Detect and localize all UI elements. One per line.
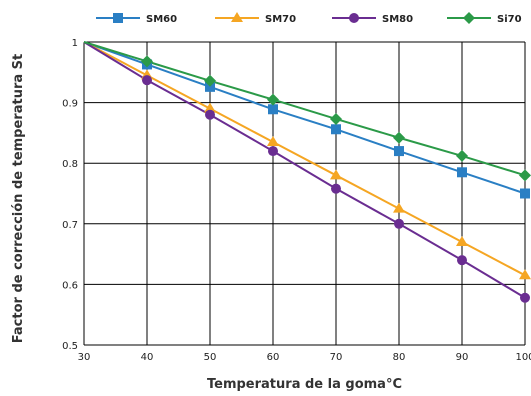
data-point-sm80 <box>457 255 467 266</box>
x-axis-title: Temperatura de la goma°C <box>207 377 402 392</box>
x-axis-ticks: 30 40 50 60 70 80 90 100 <box>78 352 531 363</box>
legend-entry-sm60: SM60 <box>96 13 177 25</box>
series-line-si70 <box>83 41 526 177</box>
legend-entry-sm80: SM80 <box>332 13 413 25</box>
data-point-sm60 <box>268 104 278 115</box>
data-point-sm80 <box>268 146 278 157</box>
legend-entry-sm70: SM70 <box>215 12 296 25</box>
data-point-sm70 <box>456 235 468 246</box>
x-tick-label: 90 <box>456 352 469 363</box>
data-point-si70 <box>456 149 468 162</box>
data-point-sm60 <box>520 188 530 199</box>
legend-entry-si70: Si70 <box>447 12 522 25</box>
x-tick-label: 70 <box>330 352 343 363</box>
legend-label: SM70 <box>265 14 296 25</box>
y-axis-title: Factor de corrección de temperatura St <box>11 54 26 343</box>
legend-label: SM60 <box>146 14 177 25</box>
data-point-si70 <box>141 55 153 68</box>
series-line-sm80 <box>83 41 526 299</box>
data-point-sm80 <box>142 75 152 86</box>
data-point-sm60 <box>205 81 215 92</box>
legend-label: Si70 <box>497 14 522 25</box>
data-point-sm80 <box>205 109 215 120</box>
data-point-sm60 <box>394 146 404 157</box>
data-point-sm70 <box>330 169 342 180</box>
legend: SM60 SM70 SM80 Si70 <box>96 12 522 25</box>
data-point-sm80 <box>394 218 404 229</box>
series-line-sm70 <box>83 41 526 277</box>
data-point-sm70 <box>267 135 279 146</box>
legend-marker <box>231 12 243 22</box>
y-tick-label: 0.9 <box>62 99 78 110</box>
data-point-si70 <box>204 74 216 87</box>
data-point-si70 <box>330 112 342 125</box>
x-tick-label: 40 <box>141 352 154 363</box>
x-tick-label: 30 <box>78 352 91 363</box>
data-point-si70 <box>267 93 279 106</box>
legend-marker <box>349 13 359 23</box>
data-point-sm70 <box>519 269 531 280</box>
data-point-sm80 <box>331 183 341 194</box>
data-point-sm60 <box>457 167 467 178</box>
legend-label: SM80 <box>382 14 413 25</box>
y-tick-label: 0.6 <box>62 280 78 291</box>
series-markers <box>141 55 531 303</box>
y-tick-label: 1 <box>72 38 78 49</box>
grid <box>83 41 526 346</box>
data-point-si70 <box>519 169 531 182</box>
legend-marker <box>113 13 123 23</box>
data-point-sm70 <box>204 102 216 113</box>
series-lines <box>83 41 526 299</box>
data-point-si70 <box>393 131 405 144</box>
x-tick-label: 60 <box>267 352 280 363</box>
y-tick-label: 0.7 <box>62 220 78 231</box>
y-tick-label: 0.8 <box>62 159 78 170</box>
series-line-sm60 <box>83 41 526 195</box>
x-tick-label: 50 <box>204 352 217 363</box>
data-point-sm60 <box>331 124 341 135</box>
y-axis-ticks: 0.5 0.6 0.7 0.8 0.9 1 <box>62 38 78 352</box>
legend-marker <box>463 12 475 24</box>
x-tick-label: 100 <box>515 352 531 363</box>
data-point-sm70 <box>393 202 405 213</box>
data-point-sm80 <box>520 292 530 303</box>
x-tick-label: 80 <box>393 352 406 363</box>
y-tick-label: 0.5 <box>62 341 78 352</box>
